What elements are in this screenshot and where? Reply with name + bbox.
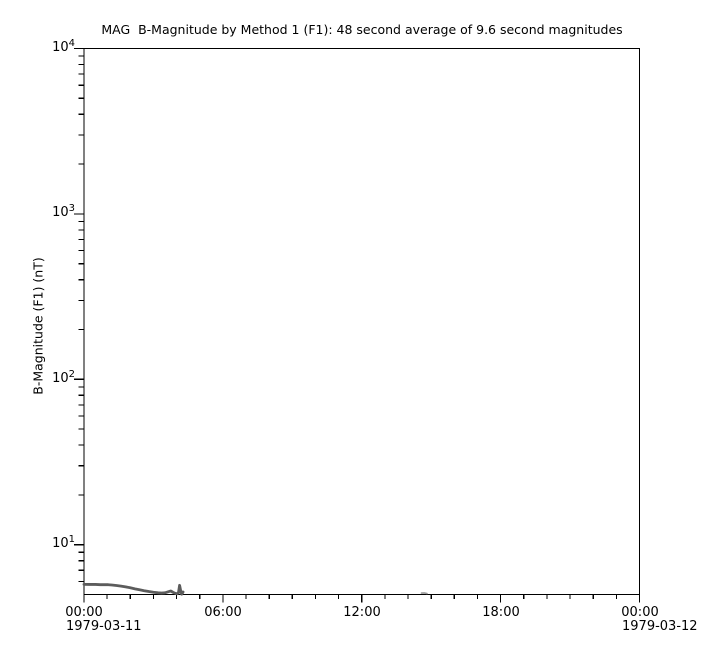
x-tick-label-2400: 00:00 xyxy=(621,605,659,620)
x-tick-label-1200: 12:00 xyxy=(343,605,381,620)
chart-title: MAG B-Magnitude by Method 1 (F1): 48 sec… xyxy=(101,22,623,37)
y-axis-label: B-Magnitude (F1) (nT) xyxy=(30,257,46,395)
x-tick-label-1800: 18:00 xyxy=(482,605,520,620)
x-tick-label-0600: 06:00 xyxy=(204,605,242,620)
y-tick-label-1e1: 101 xyxy=(52,534,75,551)
x-tick-label-0000: 00:00 xyxy=(65,605,103,620)
y-axis-ticks xyxy=(74,47,84,583)
data-series-group xyxy=(82,582,428,596)
y-tick-label-1e3: 103 xyxy=(52,203,75,220)
y-tick-label-1e2: 102 xyxy=(52,369,75,386)
x-axis-start-date: 1979-03-11 xyxy=(66,619,142,634)
x-axis-ticks xyxy=(83,594,641,603)
x-axis-end-date: 1979-03-12 xyxy=(622,619,698,634)
b-magnitude-main-segment xyxy=(82,582,185,596)
plot-frame xyxy=(83,47,641,596)
y-tick-label-1e4: 104 xyxy=(52,38,75,55)
b-magnitude-small-fragment xyxy=(420,592,428,595)
